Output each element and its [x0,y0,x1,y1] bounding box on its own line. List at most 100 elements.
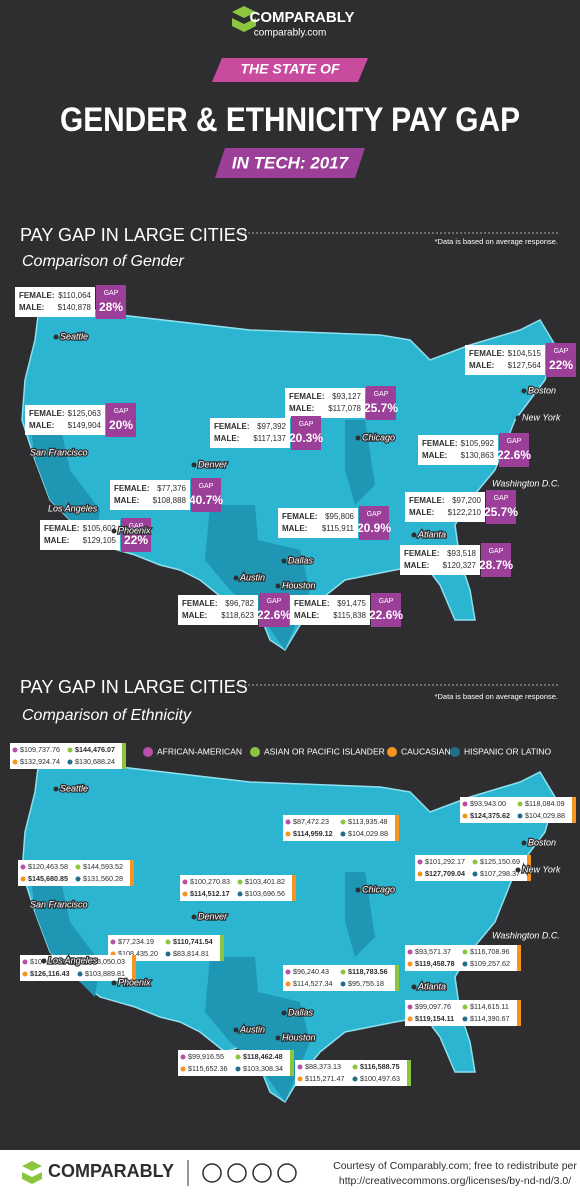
male-label: MALE: [182,611,207,620]
city-label: New York [522,412,561,422]
legend-dot [77,959,83,965]
pay-value: $103,308.34 [243,1064,283,1073]
highlight-stripe [122,743,126,769]
pay-box [25,405,105,435]
brand: COMPARABLY [249,9,354,26]
gap-box [481,543,511,577]
pay-value: $126,116.43 [30,969,70,978]
city-label: Denver [198,459,228,469]
pay-value: $131,560.28 [83,874,123,883]
gap-value: 25.7% [364,401,398,415]
gap-value: 20.3% [289,431,323,445]
banner [215,148,365,178]
legend-dot [182,879,188,885]
legend-dot [407,949,413,955]
pay-value: $125,150.69 [480,857,520,866]
pay-box [210,418,290,448]
city-label: Atlanta [417,529,446,539]
city-label: New York [522,864,561,874]
female-label: FEMALE: [469,349,505,358]
gap-value: 22% [549,358,573,372]
license: http://creativecommons.org/licenses/by-n… [339,1175,571,1187]
male-value: $115,911 [322,524,355,533]
gap-value: 22.6% [369,608,403,622]
female-value: $110,064 [58,291,91,300]
female-value: $91,475 [337,599,366,608]
city-label: Houston [282,580,316,590]
gap-label: GAP [199,483,214,490]
pay-box [283,965,395,991]
legend-dot [387,747,397,757]
pay-value: $100,497.63 [360,1074,400,1083]
legend-dot [12,747,18,753]
city-dot [111,980,117,986]
legend-dot [462,1016,468,1022]
pay-box [290,595,370,625]
gap-value: 20% [109,418,133,432]
legend-dot [235,1066,241,1072]
legend-dot [450,747,460,757]
pay-box [178,595,258,625]
pay-box [10,743,122,769]
cc-icons [202,1163,297,1183]
city-dot [53,334,59,340]
pay-box [180,875,292,901]
city-dot [233,575,239,581]
legend-dot [472,859,478,865]
highlight-stripe [517,945,521,971]
section-subtitle: Comparison of Gender [22,253,185,270]
female-label: FEMALE: [294,599,330,608]
female-value: $95,806 [325,512,354,521]
city-dot [41,958,47,964]
gap-label: GAP [489,548,504,555]
legend-dot [462,1004,468,1010]
footer [0,1150,580,1200]
highlight-stripe [517,1000,521,1026]
legend-dot [165,939,171,945]
legend-dot [340,969,346,975]
city-dot [521,840,527,846]
legend-dot [22,959,28,965]
pay-value: $145,680.85 [28,874,68,883]
female-value: $77,376 [157,484,186,493]
highlight-stripe [395,815,399,841]
city-dot [23,902,29,908]
pay-value: $119,458.78 [415,959,455,968]
pay-box [278,508,358,538]
legend-dot [462,801,468,807]
city-dot [191,462,197,468]
female-label: FEMALE: [182,599,218,608]
pay-box [405,1000,517,1026]
gap-label: GAP [104,290,119,297]
female-value: $125,063 [68,409,102,418]
male-label: MALE: [29,421,54,430]
pay-value: $124,375.62 [470,811,510,820]
gap-label: GAP [554,348,569,355]
pay-box [283,815,395,841]
legend-dot [237,879,243,885]
gap-box [371,593,401,627]
city-dot [355,887,361,893]
pay-value: $144,476.07 [75,745,115,754]
pay-box [418,435,498,465]
gap-label: GAP [374,391,389,398]
male-value: $117,137 [253,434,286,443]
male-label: MALE: [214,434,239,443]
pay-value: $114,527.34 [293,979,332,988]
city-label: Atlanta [417,981,446,991]
pay-value: $118,462.48 [243,1052,283,1061]
highlight-stripe [292,875,296,901]
female-label: FEMALE: [404,549,440,558]
legend-dot [75,876,81,882]
highlight-stripe [407,1060,411,1086]
legend-dot [352,1064,358,1070]
legend-dot [417,859,423,865]
city-dot [281,1010,287,1016]
city-dot [281,558,287,564]
legend-dot [517,801,523,807]
pay-value: $118,084.09 [525,799,564,808]
legend-dot [407,961,413,967]
pay-value: $103,889.81 [85,969,125,978]
female-label: FEMALE: [29,409,65,418]
